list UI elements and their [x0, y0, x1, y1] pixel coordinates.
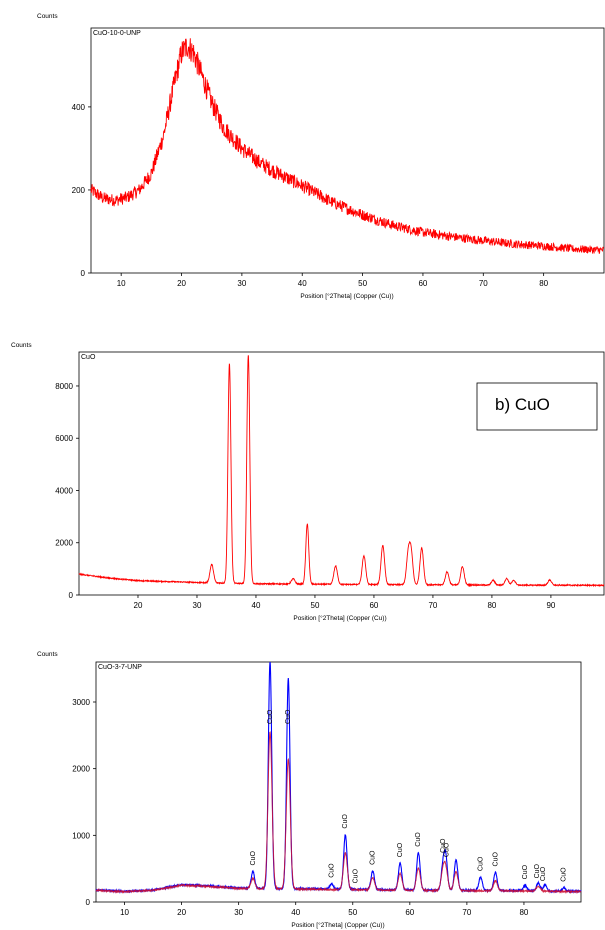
x-tick-label: 10	[120, 908, 129, 917]
y-tick-label: 1000	[72, 831, 90, 840]
peak-label: CuO	[534, 863, 541, 878]
y-tick-label: 6000	[55, 434, 73, 443]
x-tick-label: 30	[234, 908, 243, 917]
y-tick-label: 200	[72, 186, 86, 195]
peak-label: CuO	[444, 842, 451, 857]
x-tick-label: 60	[369, 601, 378, 610]
series-line-cuo	[78, 355, 605, 588]
x-tick-label: 10	[117, 279, 126, 288]
x-tick-label: 50	[311, 601, 320, 610]
x-tick-label: 80	[519, 908, 528, 917]
y-tick-label: 0	[81, 269, 86, 278]
legend-box	[476, 382, 598, 431]
series-line-red	[95, 731, 582, 894]
peak-label: CuO	[370, 850, 377, 865]
x-tick-label: 30	[193, 601, 202, 610]
x-tick-label: 80	[539, 279, 548, 288]
plot-frame	[95, 661, 582, 903]
peak-label: CuO	[540, 866, 547, 881]
xrd-panel-b: Counts CuO 20 30 40 50 60 70 80 90 0 2000 4000 6000 80…	[11, 342, 605, 622]
peak-label: CuO	[440, 838, 447, 853]
y-tick-label: 0	[69, 591, 74, 600]
series-line-blue	[95, 661, 582, 894]
sample-label: CuO-10-0-UNP	[93, 30, 141, 37]
peak-label: CuO	[492, 852, 499, 867]
x-tick-label: 80	[487, 601, 496, 610]
plot-frame	[90, 27, 605, 274]
y-tick-label: 8000	[55, 382, 73, 391]
sample-label: CuO-3-7-UNP	[98, 664, 142, 671]
peak-label: CuO	[285, 709, 292, 724]
y-tick-label: 4000	[55, 486, 73, 495]
y-tick-label: 3000	[72, 698, 90, 707]
xrd-panel-c: Counts CuO-3-7-UNP 10 20 30 40 50 60 70 80 0 1000 20…	[37, 651, 582, 929]
y-axis-title: Counts	[11, 342, 32, 349]
x-tick-label: 70	[462, 908, 471, 917]
peak-label: CuO	[267, 709, 274, 724]
x-tick-label: 40	[298, 279, 307, 288]
x-tick-label: 40	[252, 601, 261, 610]
x-tick-label: 70	[479, 279, 488, 288]
peak-label: CuO	[328, 863, 335, 878]
y-axis-title: Counts	[37, 13, 58, 20]
sample-label: CuO	[81, 354, 96, 361]
y-tick-label: 2000	[55, 539, 73, 548]
y-axis-title: Counts	[37, 651, 58, 658]
x-tick-label: 30	[237, 279, 246, 288]
peak-label: CuO	[477, 856, 484, 871]
y-tick-label: 0	[86, 898, 91, 907]
y-tick-label: 2000	[72, 765, 90, 774]
x-tick-label: 50	[358, 279, 367, 288]
peak-label: CuO	[415, 832, 422, 847]
x-tick-label: 20	[134, 601, 143, 610]
xrd-panel-a: Counts CuO-10-0-UNP 10 20 30 40 50 60 70 80 0 200 40…	[37, 13, 605, 300]
x-tick-label: 70	[428, 601, 437, 610]
x-tick-label: 60	[418, 279, 427, 288]
peak-label: CuO	[561, 867, 568, 882]
series-line-cuo-10-0-unp	[90, 38, 605, 254]
peak-label: CuO	[352, 868, 359, 883]
legend-box-label: b) CuO	[495, 395, 550, 414]
x-axis-title: Position [°2Theta] (Copper (Cu))	[300, 292, 393, 300]
x-tick-label: 20	[177, 908, 186, 917]
x-axis-title: Position [°2Theta] (Copper (Cu))	[293, 614, 386, 622]
peak-label: CuO	[397, 842, 404, 857]
x-tick-label: 50	[348, 908, 357, 917]
x-tick-label: 20	[177, 279, 186, 288]
y-tick-label: 400	[72, 103, 86, 112]
peak-label: CuO	[342, 814, 349, 829]
plot-frame	[78, 351, 605, 596]
x-tick-label: 60	[405, 908, 414, 917]
peak-label: CuO	[250, 851, 257, 866]
peak-label: CuO	[522, 864, 529, 879]
x-axis-title: Position [°2Theta] (Copper (Cu))	[291, 921, 384, 929]
x-tick-label: 90	[546, 601, 555, 610]
x-tick-label: 40	[291, 908, 300, 917]
